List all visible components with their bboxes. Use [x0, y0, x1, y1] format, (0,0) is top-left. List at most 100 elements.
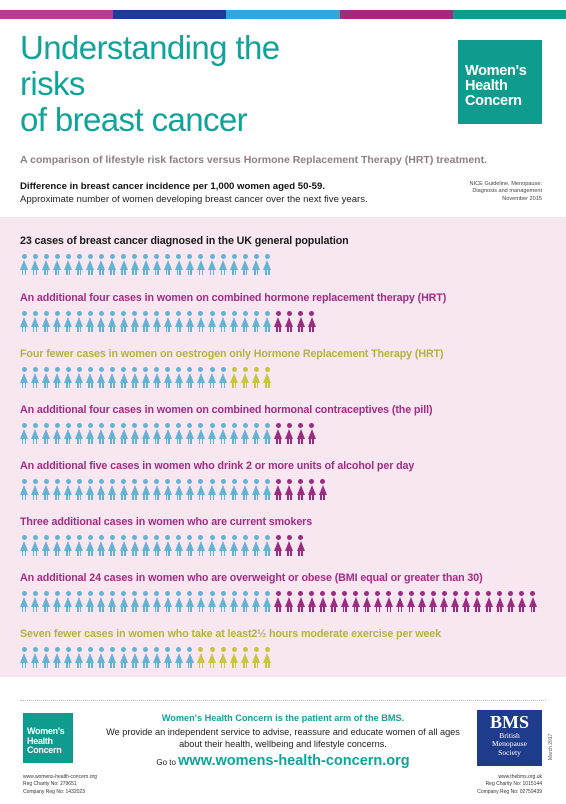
- woman-figure: [130, 479, 139, 501]
- woman-figure: [185, 311, 194, 333]
- figure-row: [20, 423, 560, 445]
- woman-figure: [152, 367, 161, 389]
- woman-figure: [241, 479, 250, 501]
- additional-case-figure: [396, 591, 405, 613]
- woman-figure: [108, 311, 117, 333]
- woman-figure: [152, 423, 161, 445]
- woman-figure: [219, 311, 228, 333]
- woman-figure: [97, 647, 106, 669]
- subtitle: A comparison of lifestyle risk factors v…: [20, 154, 487, 166]
- woman-figure: [20, 254, 28, 276]
- row-label: Seven fewer cases in women who take at l…: [20, 628, 441, 640]
- additional-case-figure: [407, 591, 416, 613]
- woman-figure: [75, 367, 84, 389]
- additional-case-figure: [384, 591, 393, 613]
- woman-figure: [53, 535, 62, 557]
- website-link[interactable]: www.womens-health-concern.org: [178, 753, 410, 769]
- additional-case-figure: [274, 535, 283, 557]
- bms-word-2: Menopause: [491, 739, 527, 749]
- woman-figure: [31, 591, 40, 613]
- woman-figure: [31, 311, 40, 333]
- woman-figure: [230, 591, 239, 613]
- woman-figure: [97, 535, 106, 557]
- woman-figure: [31, 647, 40, 669]
- woman-figure: [20, 647, 28, 669]
- woman-figure: [75, 535, 84, 557]
- stripe-4: [339, 10, 453, 19]
- woman-figure: [252, 479, 261, 501]
- woman-figure: [152, 479, 161, 501]
- woman-figure: [97, 591, 106, 613]
- woman-figure: [108, 479, 117, 501]
- woman-figure: [219, 367, 228, 389]
- additional-case-figure: [362, 591, 371, 613]
- woman-figure: [119, 535, 128, 557]
- woman-figure: [53, 479, 62, 501]
- whc-company-no: Company Reg No: 1432023: [23, 788, 85, 795]
- woman-figure: [119, 479, 128, 501]
- bms-url-small[interactable]: www.thebms.org.uk: [498, 774, 542, 780]
- woman-figure: [252, 423, 261, 445]
- additional-case-figure: [274, 591, 283, 613]
- figure-row: [20, 311, 560, 333]
- woman-figure: [53, 367, 62, 389]
- woman-figure: [196, 479, 205, 501]
- bms-word-1: British: [499, 731, 520, 740]
- woman-figure: [241, 423, 250, 445]
- woman-figure: [219, 479, 228, 501]
- additional-case-figure: [285, 423, 294, 445]
- woman-figure: [141, 423, 150, 445]
- whc-url-small[interactable]: www.womens-health-concern.org: [23, 774, 97, 780]
- woman-figure: [174, 479, 183, 501]
- woman-figure: [130, 591, 139, 613]
- woman-figure: [219, 591, 228, 613]
- woman-figure: [86, 367, 95, 389]
- footer-headline: Women's Health Concern is the patient ar…: [161, 713, 405, 723]
- woman-figure: [75, 479, 84, 501]
- woman-figure: [119, 367, 128, 389]
- woman-figure: [208, 254, 217, 276]
- woman-figure: [174, 311, 183, 333]
- woman-figure: [108, 367, 117, 389]
- woman-figure: [86, 535, 95, 557]
- additional-case-figure: [307, 591, 316, 613]
- woman-figure: [196, 311, 205, 333]
- fewer-case-figure: [230, 367, 239, 389]
- woman-figure: [141, 311, 150, 333]
- woman-figure: [119, 591, 128, 613]
- woman-figure: [152, 311, 161, 333]
- woman-figure: [42, 591, 51, 613]
- woman-figure: [20, 423, 28, 445]
- fewer-case-figure: [252, 647, 261, 669]
- whc-charity-no: Reg Charity No: 279651: [23, 781, 77, 788]
- bms-word-3: Society: [498, 747, 521, 757]
- bms-company-no: Company Reg No: 02759439: [477, 788, 542, 795]
- nice-line-1: NICE Guideline, Menopause:: [469, 181, 542, 187]
- woman-figure: [163, 367, 172, 389]
- woman-figure: [152, 647, 161, 669]
- logo-word-1: Women's: [465, 63, 527, 79]
- stripe-1: [0, 10, 114, 19]
- woman-figure: [252, 254, 261, 276]
- row-label: Three additional cases in women who are …: [20, 516, 313, 528]
- additional-case-figure: [340, 591, 349, 613]
- woman-figure: [108, 647, 117, 669]
- woman-figure: [75, 254, 84, 276]
- small-logo-word-2: Health: [27, 735, 53, 746]
- woman-figure: [119, 311, 128, 333]
- woman-figure: [75, 647, 84, 669]
- woman-figure: [185, 367, 194, 389]
- additional-case-figure: [296, 535, 305, 557]
- woman-figure: [64, 254, 73, 276]
- woman-figure: [219, 254, 228, 276]
- woman-figure: [163, 311, 172, 333]
- woman-figure: [97, 254, 106, 276]
- additional-case-figure: [307, 423, 316, 445]
- additional-case-figure: [296, 423, 305, 445]
- woman-figure: [241, 254, 250, 276]
- logo-word-3: Concern: [465, 93, 522, 109]
- woman-figure: [64, 647, 73, 669]
- woman-figure: [20, 479, 28, 501]
- figure-row: [20, 479, 560, 501]
- woman-figure: [230, 423, 239, 445]
